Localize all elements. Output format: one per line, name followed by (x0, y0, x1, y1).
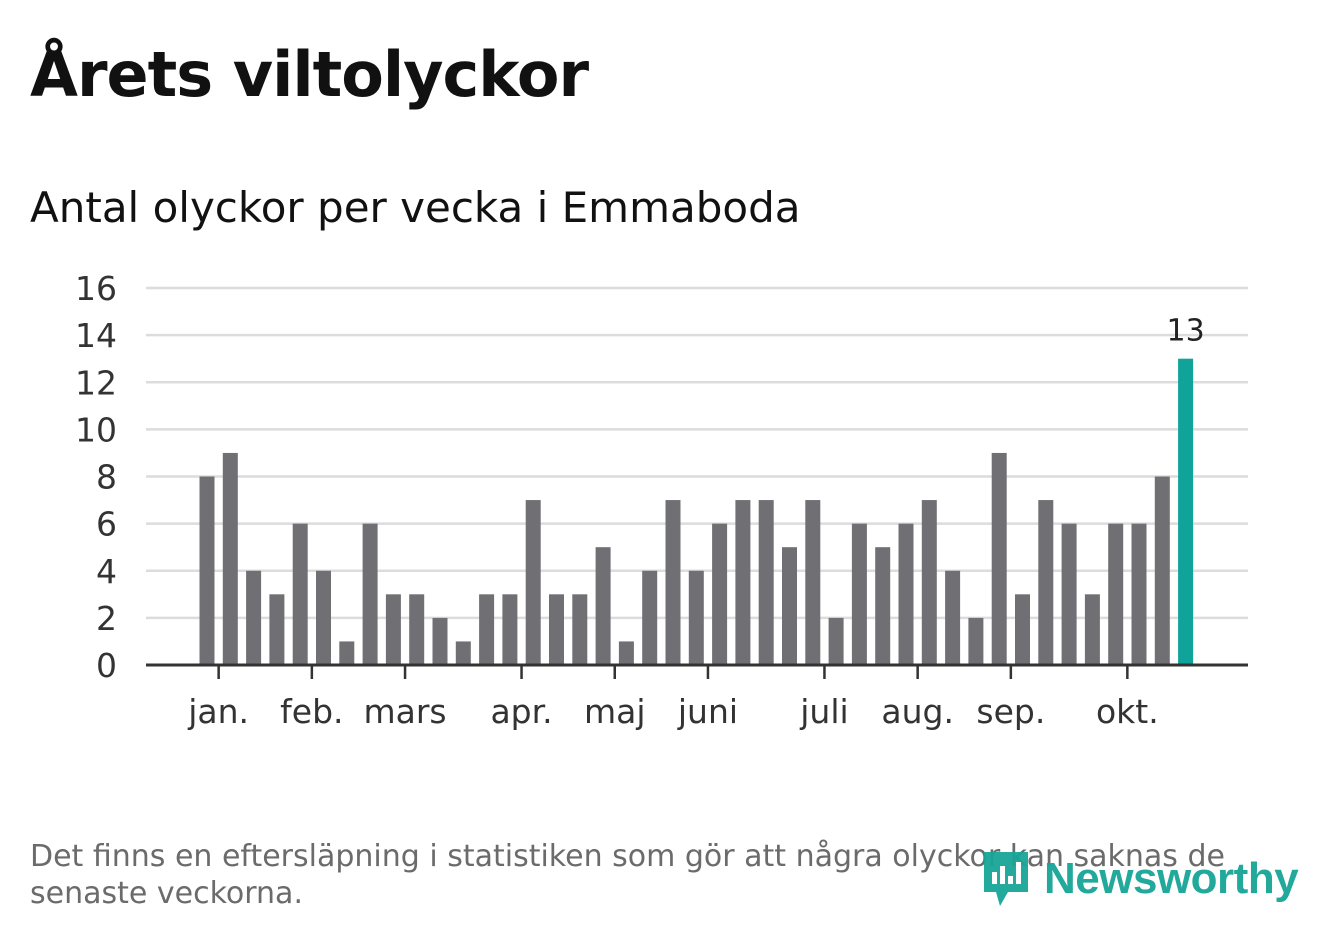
bar (1084, 594, 1100, 665)
bar (758, 500, 774, 665)
x-tick-label: feb. (280, 692, 343, 731)
bar (1131, 523, 1147, 665)
bar (665, 500, 681, 665)
bar (455, 641, 471, 665)
bar (199, 476, 215, 665)
bar (222, 452, 238, 665)
bar (1061, 523, 1077, 665)
x-tick-label: mars (363, 692, 446, 731)
bar (712, 523, 728, 665)
chart-subtitle: Antal olyckor per vecka i Emmaboda (30, 183, 801, 232)
bar (572, 594, 588, 665)
bar (432, 617, 448, 665)
y-tick-label: 12 (75, 363, 117, 402)
data-labels: 13 (1167, 314, 1205, 349)
bar (525, 500, 541, 665)
bar (851, 523, 867, 665)
y-tick-label: 0 (96, 646, 117, 685)
bar (968, 617, 984, 665)
x-tick-label: apr. (490, 692, 552, 731)
y-tick-label: 2 (96, 599, 117, 638)
newsworthy-logo[interactable]: Newsworthy (980, 848, 1299, 910)
bar (1154, 476, 1170, 665)
bar-highlight (1178, 358, 1194, 665)
x-tick-label: juni (677, 692, 738, 731)
bar (549, 594, 564, 665)
bar (921, 500, 937, 665)
y-tick-label: 16 (75, 269, 117, 308)
bar (502, 594, 518, 665)
x-tick-label: jan. (187, 692, 249, 731)
x-tick-label: okt. (1096, 692, 1159, 731)
bar (409, 594, 425, 665)
logo-text: Newsworthy (1044, 854, 1299, 903)
bar-chart: 0 2 4 6 8 10 12 14 16 jan. feb. mars apr. maj juni jul… (75, 269, 1248, 731)
x-axis: jan. feb. mars apr. maj juni juli aug. sep. okt. (146, 663, 1248, 731)
bar (1015, 594, 1030, 665)
bar (595, 547, 611, 665)
grid-lines (146, 286, 1248, 620)
bar (1108, 523, 1124, 665)
y-axis-ticks: 0 2 4 6 8 10 12 14 16 (75, 269, 117, 685)
bar (269, 594, 285, 665)
newsworthy-logo-icon (984, 852, 1028, 906)
bar (875, 547, 891, 665)
x-tick-label: maj (584, 692, 646, 731)
page-title: Årets viltolyckor (30, 38, 589, 111)
y-tick-label: 8 (96, 458, 117, 497)
bar (735, 500, 751, 665)
bar (828, 617, 844, 665)
bar (642, 570, 658, 665)
bar (479, 594, 495, 665)
bar (688, 570, 704, 665)
bar (339, 641, 355, 665)
bar (316, 570, 331, 665)
bar (782, 547, 797, 665)
bar (1038, 500, 1054, 665)
y-tick-label: 14 (75, 316, 117, 355)
bar (618, 641, 634, 665)
bar (362, 523, 378, 665)
bar (805, 500, 821, 665)
bar (385, 594, 401, 665)
y-tick-label: 10 (75, 410, 117, 449)
y-tick-label: 6 (96, 505, 117, 544)
y-tick-label: 4 (96, 552, 117, 591)
bar (991, 452, 1007, 665)
data-label-highlight: 13 (1167, 314, 1205, 349)
bar (898, 523, 914, 665)
bar (246, 570, 262, 665)
bars (199, 358, 1194, 665)
bar (945, 570, 961, 665)
bar (292, 523, 308, 665)
x-tick-label: juli (799, 692, 848, 731)
x-tick-label: sep. (976, 692, 1045, 731)
x-tick-label: aug. (881, 692, 954, 731)
